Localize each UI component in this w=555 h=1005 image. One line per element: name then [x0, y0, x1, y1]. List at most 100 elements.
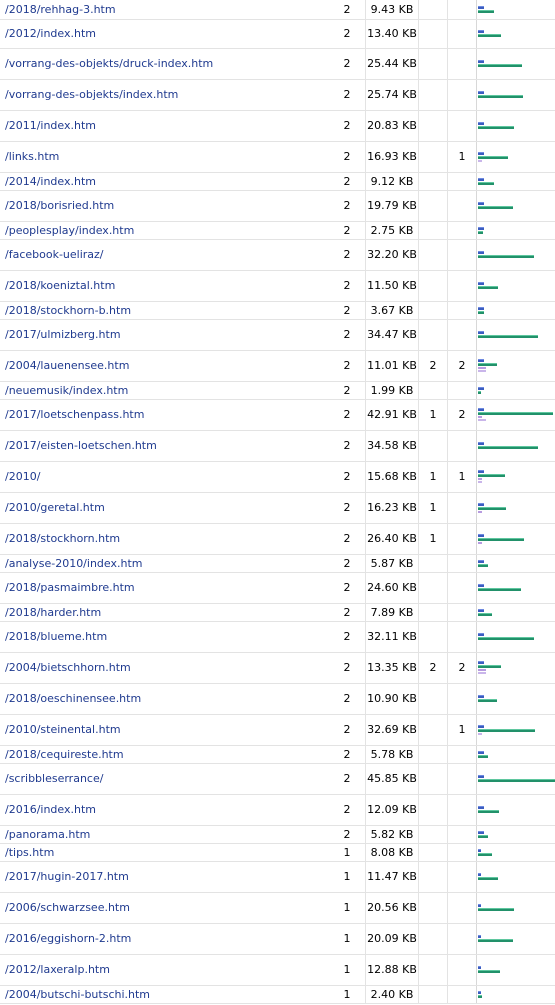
pages-bar	[478, 91, 484, 94]
pages-count: 2	[329, 554, 366, 573]
url-link[interactable]: /2018/blueme.htm	[5, 630, 108, 643]
bar-graph-cell	[476, 430, 555, 462]
pages-bar	[478, 251, 484, 254]
bandwidth-bar	[478, 230, 483, 234]
table-row: /scribbleserrance/2 45.85 KB	[0, 763, 555, 795]
url-link[interactable]: /2010/steinental.htm	[5, 723, 121, 736]
table-row: /2016/index.htm 2 12.09 KB	[0, 794, 555, 826]
pages-count: 2	[329, 745, 366, 764]
url-link[interactable]: /2004/bietschhorn.htm	[5, 661, 131, 674]
url-cell: /2018/stockhorn-b.htm	[0, 301, 329, 320]
pages-count: 1	[329, 923, 366, 955]
url-cell: /2006/schwarzsee.htm	[0, 892, 329, 924]
url-link[interactable]: /2004/butschi-butschi.htm	[5, 987, 151, 1001]
url-link[interactable]: /2014/index.htm	[5, 174, 96, 188]
bandwidth-value: 34.47 KB	[365, 319, 419, 351]
url-link[interactable]: /scribbleserrance/	[5, 772, 104, 785]
url-link[interactable]: /2012/laxeralp.htm	[5, 963, 110, 976]
bar-graph-cell	[476, 190, 555, 222]
url-link[interactable]: /2018/stockhorn-b.htm	[5, 303, 132, 317]
url-link[interactable]: /2010/geretal.htm	[5, 501, 105, 514]
entry-count	[418, 572, 448, 604]
exit-count: 1	[447, 461, 477, 493]
bandwidth-value: 24.60 KB	[365, 572, 419, 604]
url-link[interactable]: /2018/harder.htm	[5, 605, 102, 619]
url-link[interactable]: /2012/index.htm	[5, 27, 96, 40]
exit-count	[447, 0, 477, 20]
url-link[interactable]: /2006/schwarzsee.htm	[5, 901, 130, 914]
entry-count	[418, 0, 448, 20]
pages-bar	[478, 408, 484, 411]
table-row: /2018/rehhag-3.htm 2 9.43 KB	[0, 0, 555, 20]
table-row: /2018/oeschinensee.htm 2 10.90 KB	[0, 683, 555, 715]
url-link[interactable]: /2011/index.htm	[5, 119, 96, 132]
pages-bar	[478, 848, 481, 852]
bar-graph-cell	[476, 399, 555, 431]
url-link[interactable]: /2018/borisried.htm	[5, 199, 115, 212]
entry-count	[418, 714, 448, 746]
bar-graph-cell	[476, 745, 555, 764]
pages-count: 2	[329, 714, 366, 746]
pages-count: 2	[329, 399, 366, 431]
url-link[interactable]: /neuemusik/index.htm	[5, 383, 129, 397]
bandwidth-bar	[478, 779, 555, 782]
exit-count	[447, 492, 477, 524]
pages-bar	[478, 533, 484, 537]
url-link[interactable]: /links.htm	[5, 150, 60, 163]
pages-count: 2	[329, 0, 366, 20]
table-row: /2004/butschi-butschi.htm 1 2.40 KB	[0, 985, 555, 1004]
url-cell: /2017/loetschenpass.htm	[0, 399, 329, 431]
url-link[interactable]: /2010/	[5, 470, 41, 483]
url-link[interactable]: /2004/lauenensee.htm	[5, 359, 130, 372]
url-link[interactable]: /2018/oeschinensee.htm	[5, 692, 142, 705]
url-link[interactable]: /2018/stockhorn.htm	[5, 532, 121, 545]
pages-count: 1	[329, 861, 366, 893]
url-cell: /2018/harder.htm	[0, 603, 329, 622]
url-link[interactable]: /vorrang-des-objekts/index.htm	[5, 88, 179, 101]
table-row: /facebook-ueliraz/2 32.20 KB	[0, 239, 555, 271]
url-link[interactable]: /2016/index.htm	[5, 803, 96, 816]
pages-bar	[478, 386, 484, 390]
url-link[interactable]: /2017/eisten-loetschen.htm	[5, 439, 157, 452]
url-link[interactable]: /2018/cequireste.htm	[5, 747, 124, 761]
url-link[interactable]: /vorrang-des-objekts/druck-index.htm	[5, 57, 214, 70]
bandwidth-bar	[478, 834, 488, 838]
entry-count	[418, 745, 448, 764]
bandwidth-bar	[478, 474, 505, 477]
url-link[interactable]: /2018/rehhag-3.htm	[5, 2, 116, 16]
url-cell: /2017/hugin-2017.htm	[0, 861, 329, 893]
url-link[interactable]: /2018/koeniztal.htm	[5, 279, 116, 292]
url-link[interactable]: /2017/hugin-2017.htm	[5, 870, 129, 883]
url-cell: /facebook-ueliraz/	[0, 239, 329, 271]
table-row: /2017/eisten-loetschen.htm 2 34.58 KB	[0, 430, 555, 462]
bandwidth-bar	[478, 754, 488, 758]
url-cell: /2014/index.htm	[0, 172, 329, 191]
table-row: /2018/stockhorn.htm 2 26.40 KB 1	[0, 523, 555, 555]
url-link[interactable]: /peoplesplay/index.htm	[5, 223, 135, 237]
table-row: /2004/bietschhorn.htm 2 13.35 KB 2 2	[0, 652, 555, 684]
url-link[interactable]: /2016/eggishorn-2.htm	[5, 932, 132, 945]
pages-count: 2	[329, 221, 366, 240]
bar-graph-cell	[476, 79, 555, 111]
table-row: /vorrang-des-objekts/index.htm 2 25.74 KB	[0, 79, 555, 111]
exit-count	[447, 190, 477, 222]
entry-count	[418, 794, 448, 826]
bandwidth-value: 20.09 KB	[365, 923, 419, 955]
entry-count: 1	[418, 492, 448, 524]
bandwidth-value: 5.82 KB	[365, 825, 419, 844]
url-link[interactable]: /2017/ulmizberg.htm	[5, 328, 121, 341]
exit-count	[447, 110, 477, 142]
table-row: /2018/harder.htm 2 7.89 KB	[0, 603, 555, 622]
pages-count: 2	[329, 492, 366, 524]
url-link[interactable]: /2018/pasmaimbre.htm	[5, 581, 135, 594]
exit-count	[447, 985, 477, 1004]
bandwidth-value: 11.01 KB	[365, 350, 419, 382]
url-link[interactable]: /panorama.htm	[5, 827, 91, 841]
url-link[interactable]: /facebook-ueliraz/	[5, 248, 104, 261]
url-link[interactable]: /analyse-2010/index.htm	[5, 556, 143, 570]
entry-count: 2	[418, 652, 448, 684]
pages-bar	[478, 470, 484, 473]
url-link[interactable]: /tips.htm	[5, 845, 55, 859]
url-link[interactable]: /2017/loetschenpass.htm	[5, 408, 145, 421]
